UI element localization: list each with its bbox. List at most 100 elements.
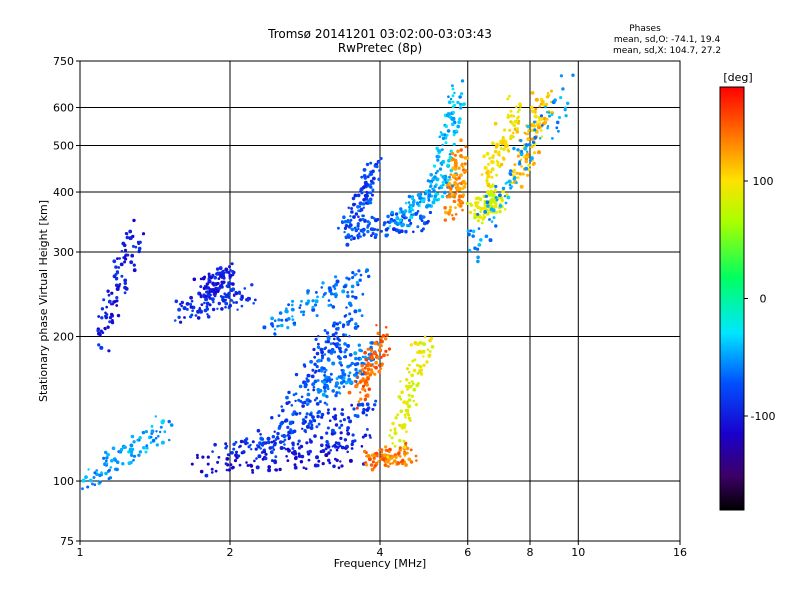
- scatter-point: [457, 176, 461, 180]
- y-axis: 75 100 200 300 400 500 600 750: [53, 55, 80, 548]
- scatter-point: [393, 220, 398, 225]
- scatter-point: [291, 315, 294, 318]
- scatter-point: [446, 178, 450, 182]
- scatter-point: [368, 434, 372, 437]
- scatter-point: [137, 249, 141, 254]
- scatter-point: [333, 443, 337, 448]
- scatter-point: [508, 183, 512, 187]
- scatter-point: [277, 318, 281, 322]
- scatter-point: [196, 309, 201, 314]
- scatter-point: [358, 201, 363, 206]
- scatter-point: [398, 438, 402, 443]
- scatter-point: [110, 312, 114, 317]
- scatter-point: [384, 326, 388, 329]
- scatter-point: [443, 177, 446, 181]
- scatter-point: [343, 438, 348, 442]
- scatter-point: [503, 208, 507, 211]
- scatter-point: [302, 400, 307, 405]
- scatter-point: [329, 342, 333, 346]
- scatter-point: [516, 171, 519, 175]
- scatter-point: [317, 422, 321, 426]
- scatter-point: [428, 350, 432, 353]
- x-tick-label: 2: [227, 546, 234, 559]
- scatter-point: [527, 142, 532, 147]
- scatter-point: [339, 436, 343, 440]
- scatter-point: [263, 456, 268, 461]
- scatter-point: [555, 126, 559, 130]
- scatter-point: [288, 420, 293, 425]
- scatter-point: [488, 199, 493, 203]
- scatter-point: [361, 217, 365, 221]
- scatter-point: [449, 97, 453, 101]
- scatter-point: [407, 370, 411, 374]
- scatter-point: [408, 203, 412, 207]
- scatter-point: [361, 355, 365, 359]
- scatter-point: [455, 178, 459, 181]
- scatter-point: [475, 204, 479, 208]
- scatter-point: [86, 485, 90, 489]
- scatter-point: [398, 446, 402, 450]
- scatter-point: [499, 147, 503, 150]
- scatter-point: [315, 402, 320, 406]
- scatter-point: [259, 447, 263, 450]
- scatter-point: [115, 304, 119, 307]
- scatter-point: [429, 173, 434, 177]
- scatter-point: [312, 388, 316, 392]
- scatter-point: [280, 323, 284, 328]
- scatter-point: [372, 365, 376, 368]
- scatter-point: [513, 163, 517, 167]
- scatter-point: [351, 439, 355, 444]
- scatter-point: [220, 283, 224, 286]
- x-axis-label: Frequency [MHz]: [334, 557, 426, 570]
- scatter-point: [163, 430, 167, 434]
- scatter-point: [283, 438, 287, 442]
- scatter-point: [382, 353, 386, 358]
- scatter-point: [294, 412, 299, 416]
- scatter-point: [398, 218, 403, 222]
- scatter-point: [494, 196, 498, 199]
- scatter-point: [364, 389, 367, 393]
- scatter-point: [334, 282, 338, 287]
- scatter-point: [250, 448, 253, 451]
- scatter-point: [260, 437, 265, 441]
- scatter-point: [309, 426, 314, 430]
- scatter-point: [381, 457, 385, 461]
- scatter-point: [404, 416, 407, 419]
- scatter-point: [362, 168, 367, 172]
- scatter-point: [225, 270, 228, 274]
- scatter-point: [415, 363, 419, 367]
- scatter-point: [97, 331, 101, 336]
- scatter-point: [348, 312, 352, 316]
- scatter-point: [375, 324, 378, 327]
- scatter-point: [93, 483, 97, 487]
- scatter-point: [114, 283, 119, 288]
- scatter-point: [182, 306, 187, 311]
- scatter-point: [485, 182, 489, 185]
- scatter-point: [405, 402, 409, 406]
- scatter-point: [378, 160, 381, 164]
- scatter-point: [284, 448, 288, 451]
- scatter-point: [341, 371, 345, 376]
- scatter-point: [144, 450, 148, 454]
- scatter-point: [339, 419, 342, 423]
- scatter-point: [292, 393, 296, 397]
- scatter-point: [199, 285, 203, 289]
- scatter-point: [361, 377, 365, 381]
- scatter-point: [97, 343, 101, 347]
- scatter-point: [488, 238, 493, 243]
- scatter-point: [436, 169, 439, 173]
- scatter-point: [377, 369, 382, 374]
- scatter-point: [280, 318, 284, 322]
- scatter-point: [494, 210, 498, 214]
- scatter-point: [287, 430, 291, 435]
- scatter-point: [399, 455, 402, 458]
- scatter-point: [365, 162, 370, 167]
- scatter-point: [191, 309, 194, 313]
- scatter-point: [506, 97, 510, 101]
- scatter-point: [549, 100, 553, 104]
- scatter-point: [506, 113, 510, 117]
- scatter-point: [115, 296, 119, 300]
- scatter-point: [369, 363, 374, 367]
- scatter-point: [325, 431, 329, 435]
- scatter-point: [393, 431, 398, 436]
